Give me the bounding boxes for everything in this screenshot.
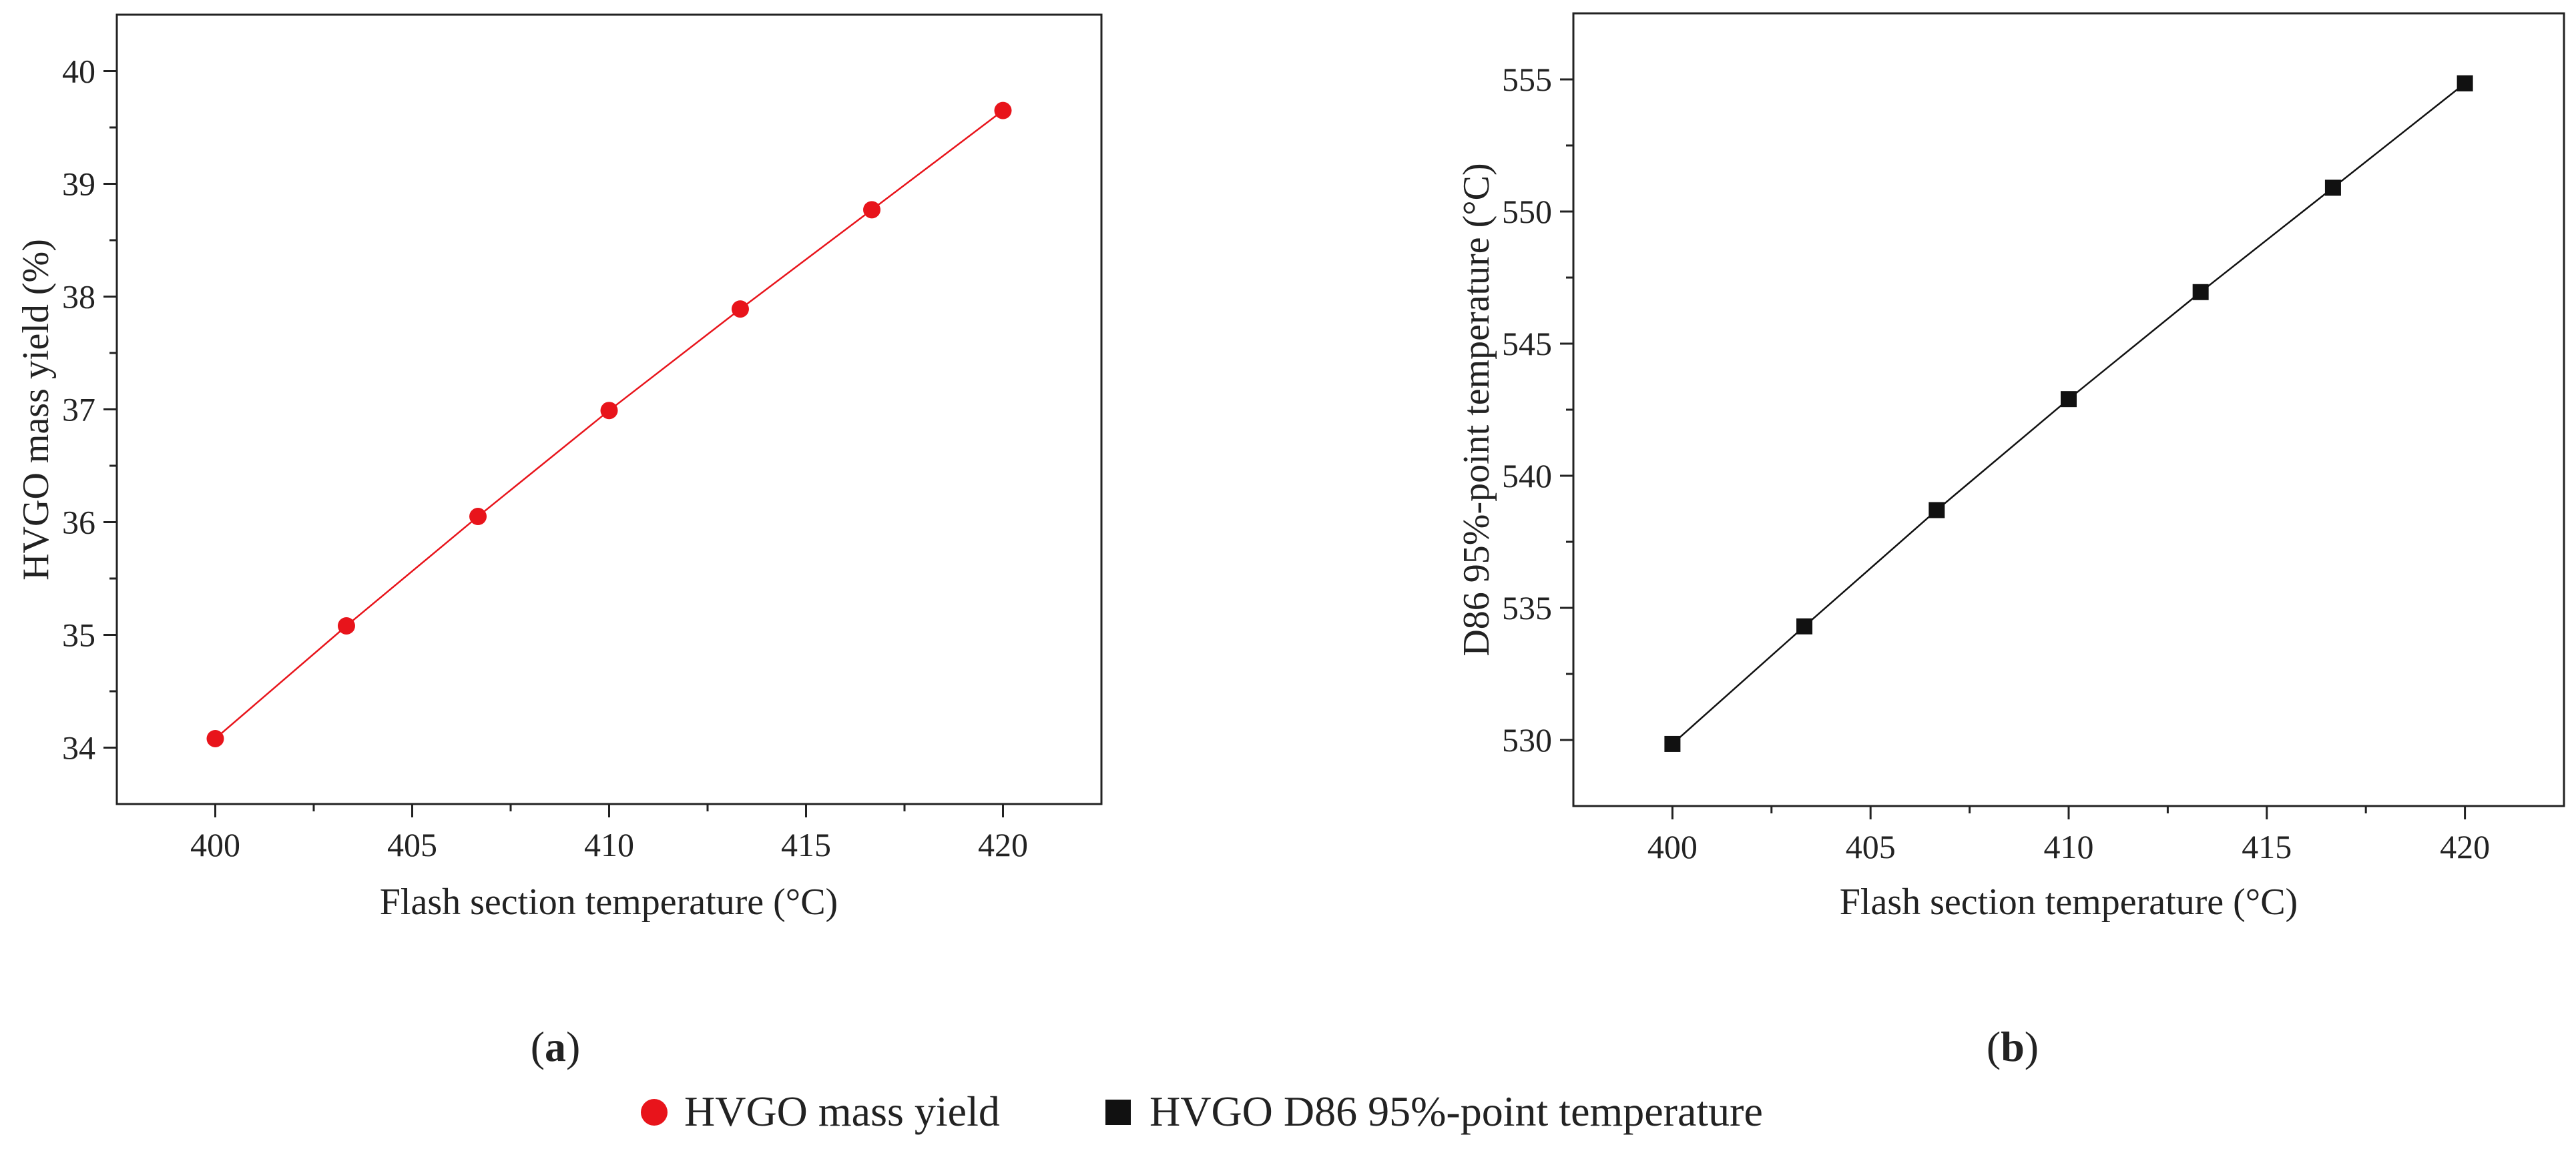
data-point-a-1 [337,617,355,635]
y-tick-label-b-4: 550 [1502,193,1552,230]
legend-marker-square [1105,1100,1131,1125]
legend: HVGO mass yield HVGO D86 95%-point tempe… [641,1088,1763,1135]
y-tick-label-b-3: 545 [1502,325,1552,362]
panel-label-a: (a) [531,1023,581,1070]
tick-labels-b: 400 405 410 415 420 530 535 540 545 550 555 [1502,61,2490,865]
legend-label-d86: HVGO D86 95%-point temperature [1149,1088,1763,1135]
legend-marker-circle [641,1099,668,1126]
x-tick-label-a-4: 420 [978,826,1028,863]
data-point-a-0 [206,729,224,747]
panel-letter-a: a [545,1023,566,1070]
series-line-a [214,109,1004,739]
x-axis-label-b: Flash section temperature (°C) [1840,881,2298,923]
y-tick-label-b-0: 530 [1502,721,1552,759]
x-tick-label-b-2: 410 [2044,828,2094,865]
x-axis-label-a: Flash section temperature (°C) [380,881,838,923]
tick-labels-a: 400 405 410 415 420 34 35 36 37 38 39 40 [62,53,1028,864]
y-tick-label-a-0: 34 [62,729,95,767]
series-b [1664,75,2473,752]
panel-b: 400 405 410 415 420 530 535 540 545 550 555 Flash … [1456,12,2565,1070]
x-tick-label-a-2: 410 [584,826,634,863]
x-tick-label-a-1: 405 [387,826,437,863]
panel-label-b: (b) [1987,1023,2039,1070]
y-tick-label-a-6: 40 [62,53,95,90]
x-tick-label-b-1: 405 [1846,828,1896,865]
plot-frame-b [1572,12,2565,807]
data-point-a-2 [469,508,487,526]
data-point-a-5 [863,201,881,219]
data-point-b-0 [1664,735,1681,752]
y-tick-label-b-5: 555 [1502,61,1552,98]
data-point-b-5 [2324,179,2341,196]
data-point-a-4 [731,300,749,318]
legend-label-mass-yield: HVGO mass yield [684,1088,1000,1135]
data-point-a-3 [600,402,618,420]
y-axis-label-a: HVGO mass yield (%) [15,239,57,581]
y-tick-label-a-1: 35 [62,617,95,654]
y-tick-label-b-1: 535 [1502,589,1552,627]
ticks-a [103,70,1004,817]
y-axis-label-b: D86 95%-point temperature (°C) [1456,163,1497,656]
data-point-b-1 [1796,618,1813,635]
data-point-b-6 [2457,75,2473,91]
data-point-b-3 [2061,391,2077,408]
series-a [206,101,1012,747]
data-point-a-6 [994,101,1012,119]
panel-letter-b: b [2001,1023,2025,1070]
y-tick-label-b-2: 540 [1502,457,1552,494]
y-tick-label-a-2: 36 [62,504,95,541]
x-tick-label-a-0: 400 [190,826,240,863]
y-tick-label-a-3: 37 [62,391,95,428]
x-tick-label-b-3: 415 [2242,828,2292,865]
data-point-b-4 [2192,284,2209,300]
panel-a: 400 405 410 415 420 34 35 36 37 38 39 40 Flash sect… [15,13,1103,1070]
ticks-b [1560,78,2467,819]
x-tick-label-a-3: 415 [781,826,831,863]
data-point-b-2 [1928,502,1945,518]
y-tick-label-a-5: 39 [62,165,95,203]
x-tick-label-b-4: 420 [2440,828,2490,865]
series-line-b [1671,82,2466,745]
y-tick-label-a-4: 38 [62,278,95,316]
x-tick-label-b-0: 400 [1647,828,1698,865]
